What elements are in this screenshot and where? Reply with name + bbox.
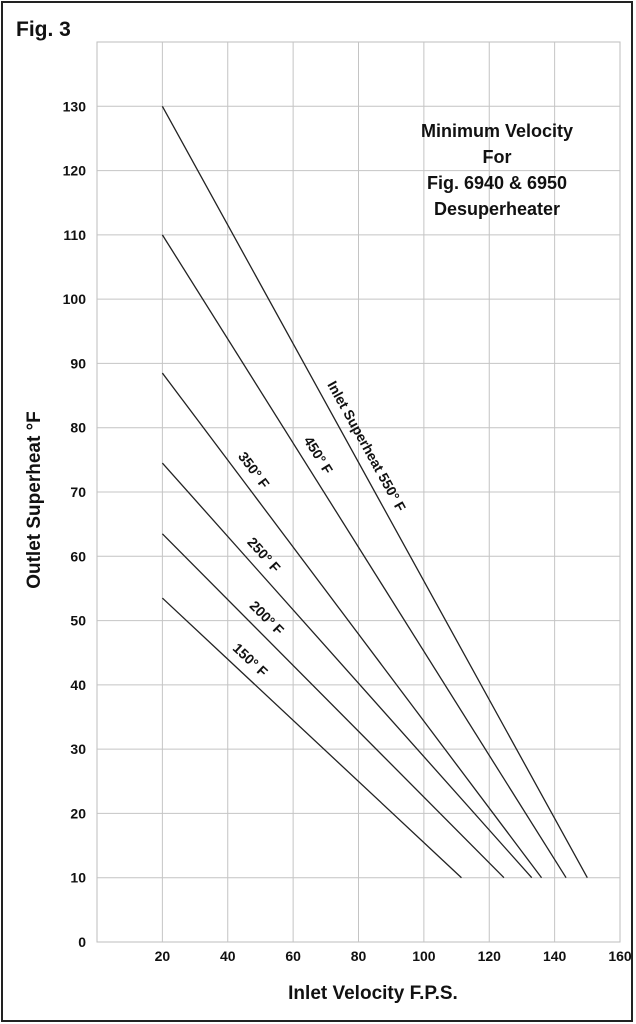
y-tick-label: 90	[70, 355, 86, 371]
y-tick-label: 10	[70, 870, 86, 886]
y-tick-label: 100	[63, 291, 87, 307]
grid	[96, 41, 621, 943]
x-tick-label: 100	[412, 948, 436, 964]
series-line	[161, 105, 588, 879]
y-axis-label: Outlet Superheat °F	[24, 411, 45, 589]
figure-label: Fig. 3	[16, 18, 71, 41]
series-line	[161, 234, 567, 879]
x-tick-label: 160	[608, 948, 632, 964]
y-tick-label: 80	[70, 420, 86, 436]
y-tick-label: 50	[70, 613, 86, 629]
y-tick-label: 130	[63, 98, 87, 114]
series-line	[161, 462, 533, 879]
x-tick-labels: 20 40 60 80 100 120 140 160	[155, 948, 632, 964]
chart-title-line: Minimum Velocity	[421, 121, 573, 141]
series-label: 250° F	[244, 534, 284, 576]
series-label: 350° F	[235, 449, 273, 492]
series-line	[161, 597, 462, 879]
y-tick-label: 120	[63, 163, 87, 179]
chart-title-line: Desuperheater	[434, 199, 560, 219]
chart-title: Minimum Velocity For Fig. 6940 & 6950 Desup…	[421, 121, 573, 219]
x-axis-label: Inlet Velocity F.P.S.	[288, 983, 458, 1004]
y-tick-label: 60	[70, 548, 86, 564]
y-tick-label: 70	[70, 484, 86, 500]
y-tick-labels: 0 10 20 30 40 50 60 70 80 90 100 110 120 130	[63, 98, 87, 950]
x-tick-label: 80	[351, 948, 367, 964]
x-tick-label: 20	[155, 948, 171, 964]
series-line	[161, 533, 505, 879]
x-tick-label: 120	[478, 948, 502, 964]
series-lines	[161, 105, 588, 879]
series-label: 450° F	[301, 433, 337, 477]
series-label: 150° F	[230, 640, 271, 680]
y-tick-label: 30	[70, 741, 86, 757]
y-tick-label: 40	[70, 677, 86, 693]
y-tick-label: 20	[70, 805, 86, 821]
series-label: Inlet Superheat 550° F	[324, 378, 409, 514]
series-line	[161, 372, 543, 879]
chart-title-line: Fig. 6940 & 6950	[427, 173, 567, 193]
x-tick-label: 40	[220, 948, 236, 964]
y-tick-label: 110	[63, 227, 86, 243]
chart-title-line: For	[483, 147, 512, 167]
series-label: 200° F	[247, 597, 288, 638]
y-tick-label: 0	[78, 934, 86, 950]
x-tick-label: 140	[543, 948, 567, 964]
x-tick-label: 60	[285, 948, 301, 964]
